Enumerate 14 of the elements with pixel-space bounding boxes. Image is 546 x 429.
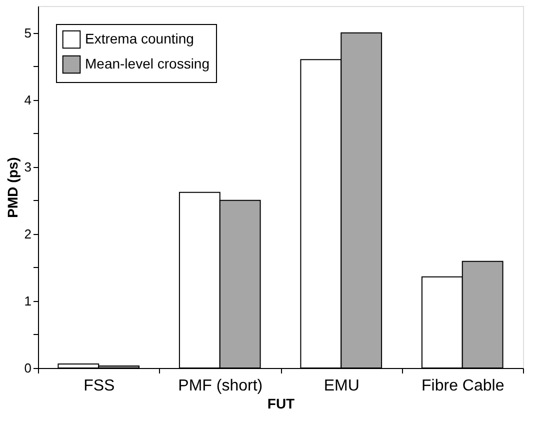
legend-label: Mean-level crossing xyxy=(85,56,210,72)
x-axis-title: FUT xyxy=(267,396,296,412)
x-tick-label: FSS xyxy=(84,378,115,394)
y-axis-title: PMD (ps) xyxy=(4,157,20,218)
y-tick-label: 1 xyxy=(24,293,32,308)
y-tick-label: 2 xyxy=(24,226,32,242)
y-tick-label: 3 xyxy=(24,159,32,174)
x-tick-label: Fibre Cable xyxy=(422,378,504,394)
y-tick-label: 4 xyxy=(24,92,32,108)
legend-label: Extrema counting xyxy=(85,30,194,46)
y-tick-label: 0 xyxy=(24,360,32,376)
x-tick-label: PMF (short) xyxy=(178,378,263,394)
y-tick-label: 5 xyxy=(24,25,32,40)
x-tick-label: EMU xyxy=(324,378,360,394)
